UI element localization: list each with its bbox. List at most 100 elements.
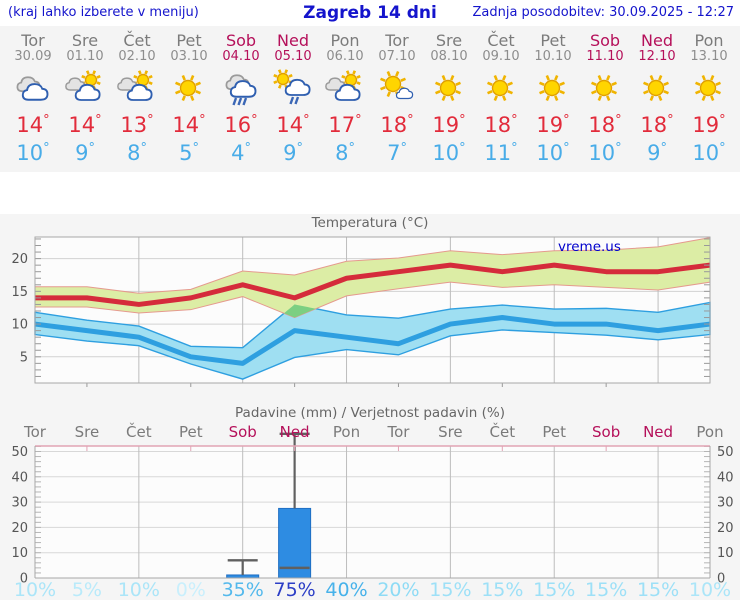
day-column[interactable]: Pon 06.10 17° 8°	[319, 32, 371, 166]
temp-max: 14°	[16, 113, 50, 137]
y-axis-label-right: 20	[717, 521, 734, 536]
day-column[interactable]: Ned 05.10 14° 9°	[267, 32, 319, 166]
temp-min: 7°	[387, 141, 407, 165]
degree-symbol: °	[88, 141, 95, 156]
day-date: 30.09	[14, 49, 52, 64]
weather-icon	[579, 69, 631, 111]
day-column[interactable]: Tor 07.10 18° 7°	[371, 32, 423, 166]
rain-icon	[225, 74, 257, 106]
temp-max: 16°	[224, 113, 258, 137]
degree-symbol: °	[95, 113, 102, 128]
precip-probability-label: 10%	[118, 579, 160, 600]
sun-icon	[591, 75, 617, 101]
precip-day-label: Ned	[643, 423, 673, 441]
day-name: Pet	[540, 31, 566, 50]
precip-probability-label: 35%	[222, 579, 264, 600]
day-column[interactable]: Čet 02.10 13° 8°	[111, 32, 163, 166]
degree-symbol: °	[43, 141, 50, 156]
cloudy-icon	[16, 76, 49, 101]
degree-symbol: °	[199, 113, 206, 128]
temp-max: 19°	[536, 113, 570, 137]
temp-min: 10°	[536, 141, 570, 165]
day-column[interactable]: Sob 04.10 16° 4°	[215, 32, 267, 166]
weather-icon	[7, 69, 59, 111]
cloud-icon	[229, 80, 257, 98]
degree-symbol: °	[296, 141, 303, 156]
degree-symbol: °	[563, 113, 570, 128]
temp-min: 9°	[75, 141, 95, 165]
weather-icon	[215, 69, 267, 111]
day-column[interactable]: Pet 10.10 19° 10°	[527, 32, 579, 166]
cloud-icon	[74, 83, 101, 101]
temp-min: 11°	[484, 141, 518, 165]
y-axis-label: 5	[20, 350, 28, 365]
temperature-chart-svg: 5 10 15 20	[11, 236, 711, 387]
temp-max: 18°	[484, 113, 518, 137]
day-column[interactable]: Pet 03.10 14° 5°	[163, 32, 215, 166]
y-axis-label: 15	[11, 285, 28, 300]
temp-max: 14°	[276, 113, 310, 137]
temp-max: 18°	[588, 113, 622, 137]
precip-probability-label: 10%	[689, 579, 731, 600]
day-date: 08.10	[430, 49, 468, 64]
temp-max: 17°	[328, 113, 362, 137]
day-name: Pon	[330, 31, 360, 50]
day-date: 03.10	[170, 49, 208, 64]
temp-max: 19°	[432, 113, 466, 137]
degree-symbol: °	[719, 141, 726, 156]
weather-icon	[475, 69, 527, 111]
precip-day-label: Ned	[280, 423, 310, 441]
temp-min: 10°	[432, 141, 466, 165]
sun-icon	[487, 75, 513, 101]
temp-max: 13°	[120, 113, 154, 137]
min-temp-line	[34, 315, 711, 366]
rain-drops-icon	[232, 97, 248, 106]
precip-bar[interactable]	[278, 507, 312, 579]
day-column[interactable]: Sre 08.10 19° 10°	[423, 32, 475, 166]
weather-icon	[527, 69, 579, 111]
vreme-us-watermark[interactable]: vreme.us	[558, 239, 621, 255]
y-axis-label: 20	[11, 252, 28, 267]
day-column[interactable]: Pon 13.10 19° 10°	[683, 32, 735, 166]
precip-day-label: Pon	[696, 423, 723, 441]
day-column[interactable]: Čet 09.10 18° 11°	[475, 32, 527, 166]
sunny-icon	[643, 75, 669, 101]
precipitation-chart-title: Padavine (mm) / Verjetnost padavin (%)	[235, 405, 505, 421]
day-date: 11.10	[586, 49, 624, 64]
y-axis-label: 0	[20, 572, 28, 587]
page-header: (kraj lahko izberete v meniju) Zagreb 14…	[0, 0, 740, 26]
day-column[interactable]: Tor 30.09 14° 10°	[7, 32, 59, 166]
sunny-icon	[435, 75, 461, 101]
temp-min: 9°	[283, 141, 303, 165]
sun-rain-icon	[273, 69, 311, 105]
temp-min: 9°	[647, 141, 667, 165]
day-date: 05.10	[274, 49, 312, 64]
precip-day-label: Sre	[438, 423, 463, 441]
temp-max: 14°	[68, 113, 102, 137]
day-date: 02.10	[118, 49, 156, 64]
day-date: 07.10	[378, 49, 416, 64]
y-axis-label: 40	[11, 470, 28, 485]
temp-min: 5°	[179, 141, 199, 165]
precip-day-label: Čet	[490, 422, 516, 441]
degree-symbol: °	[43, 113, 50, 128]
sunny-icon	[695, 75, 721, 101]
sun-icon	[643, 75, 669, 101]
temp-min: 10°	[692, 141, 726, 165]
sunny-icon	[539, 75, 565, 101]
cloud-icon	[284, 78, 311, 96]
day-column[interactable]: Ned 12.10 18° 9°	[631, 32, 683, 166]
weather-icon	[683, 69, 735, 111]
partly-cloudy-icon	[325, 70, 361, 101]
day-date: 04.10	[222, 49, 260, 64]
temp-min: 10°	[16, 141, 50, 165]
temp-max: 18°	[640, 113, 674, 137]
day-column[interactable]: Sob 11.10 18° 10°	[579, 32, 631, 166]
day-column[interactable]: Sre 01.10 14° 9°	[59, 32, 111, 166]
degree-symbol: °	[147, 113, 154, 128]
day-name: Pet	[176, 31, 202, 50]
precip-day-label: Čet	[126, 422, 152, 441]
precip-probability-label: 15%	[533, 579, 575, 600]
sun-icon	[175, 75, 201, 101]
sunny-icon	[591, 75, 617, 101]
